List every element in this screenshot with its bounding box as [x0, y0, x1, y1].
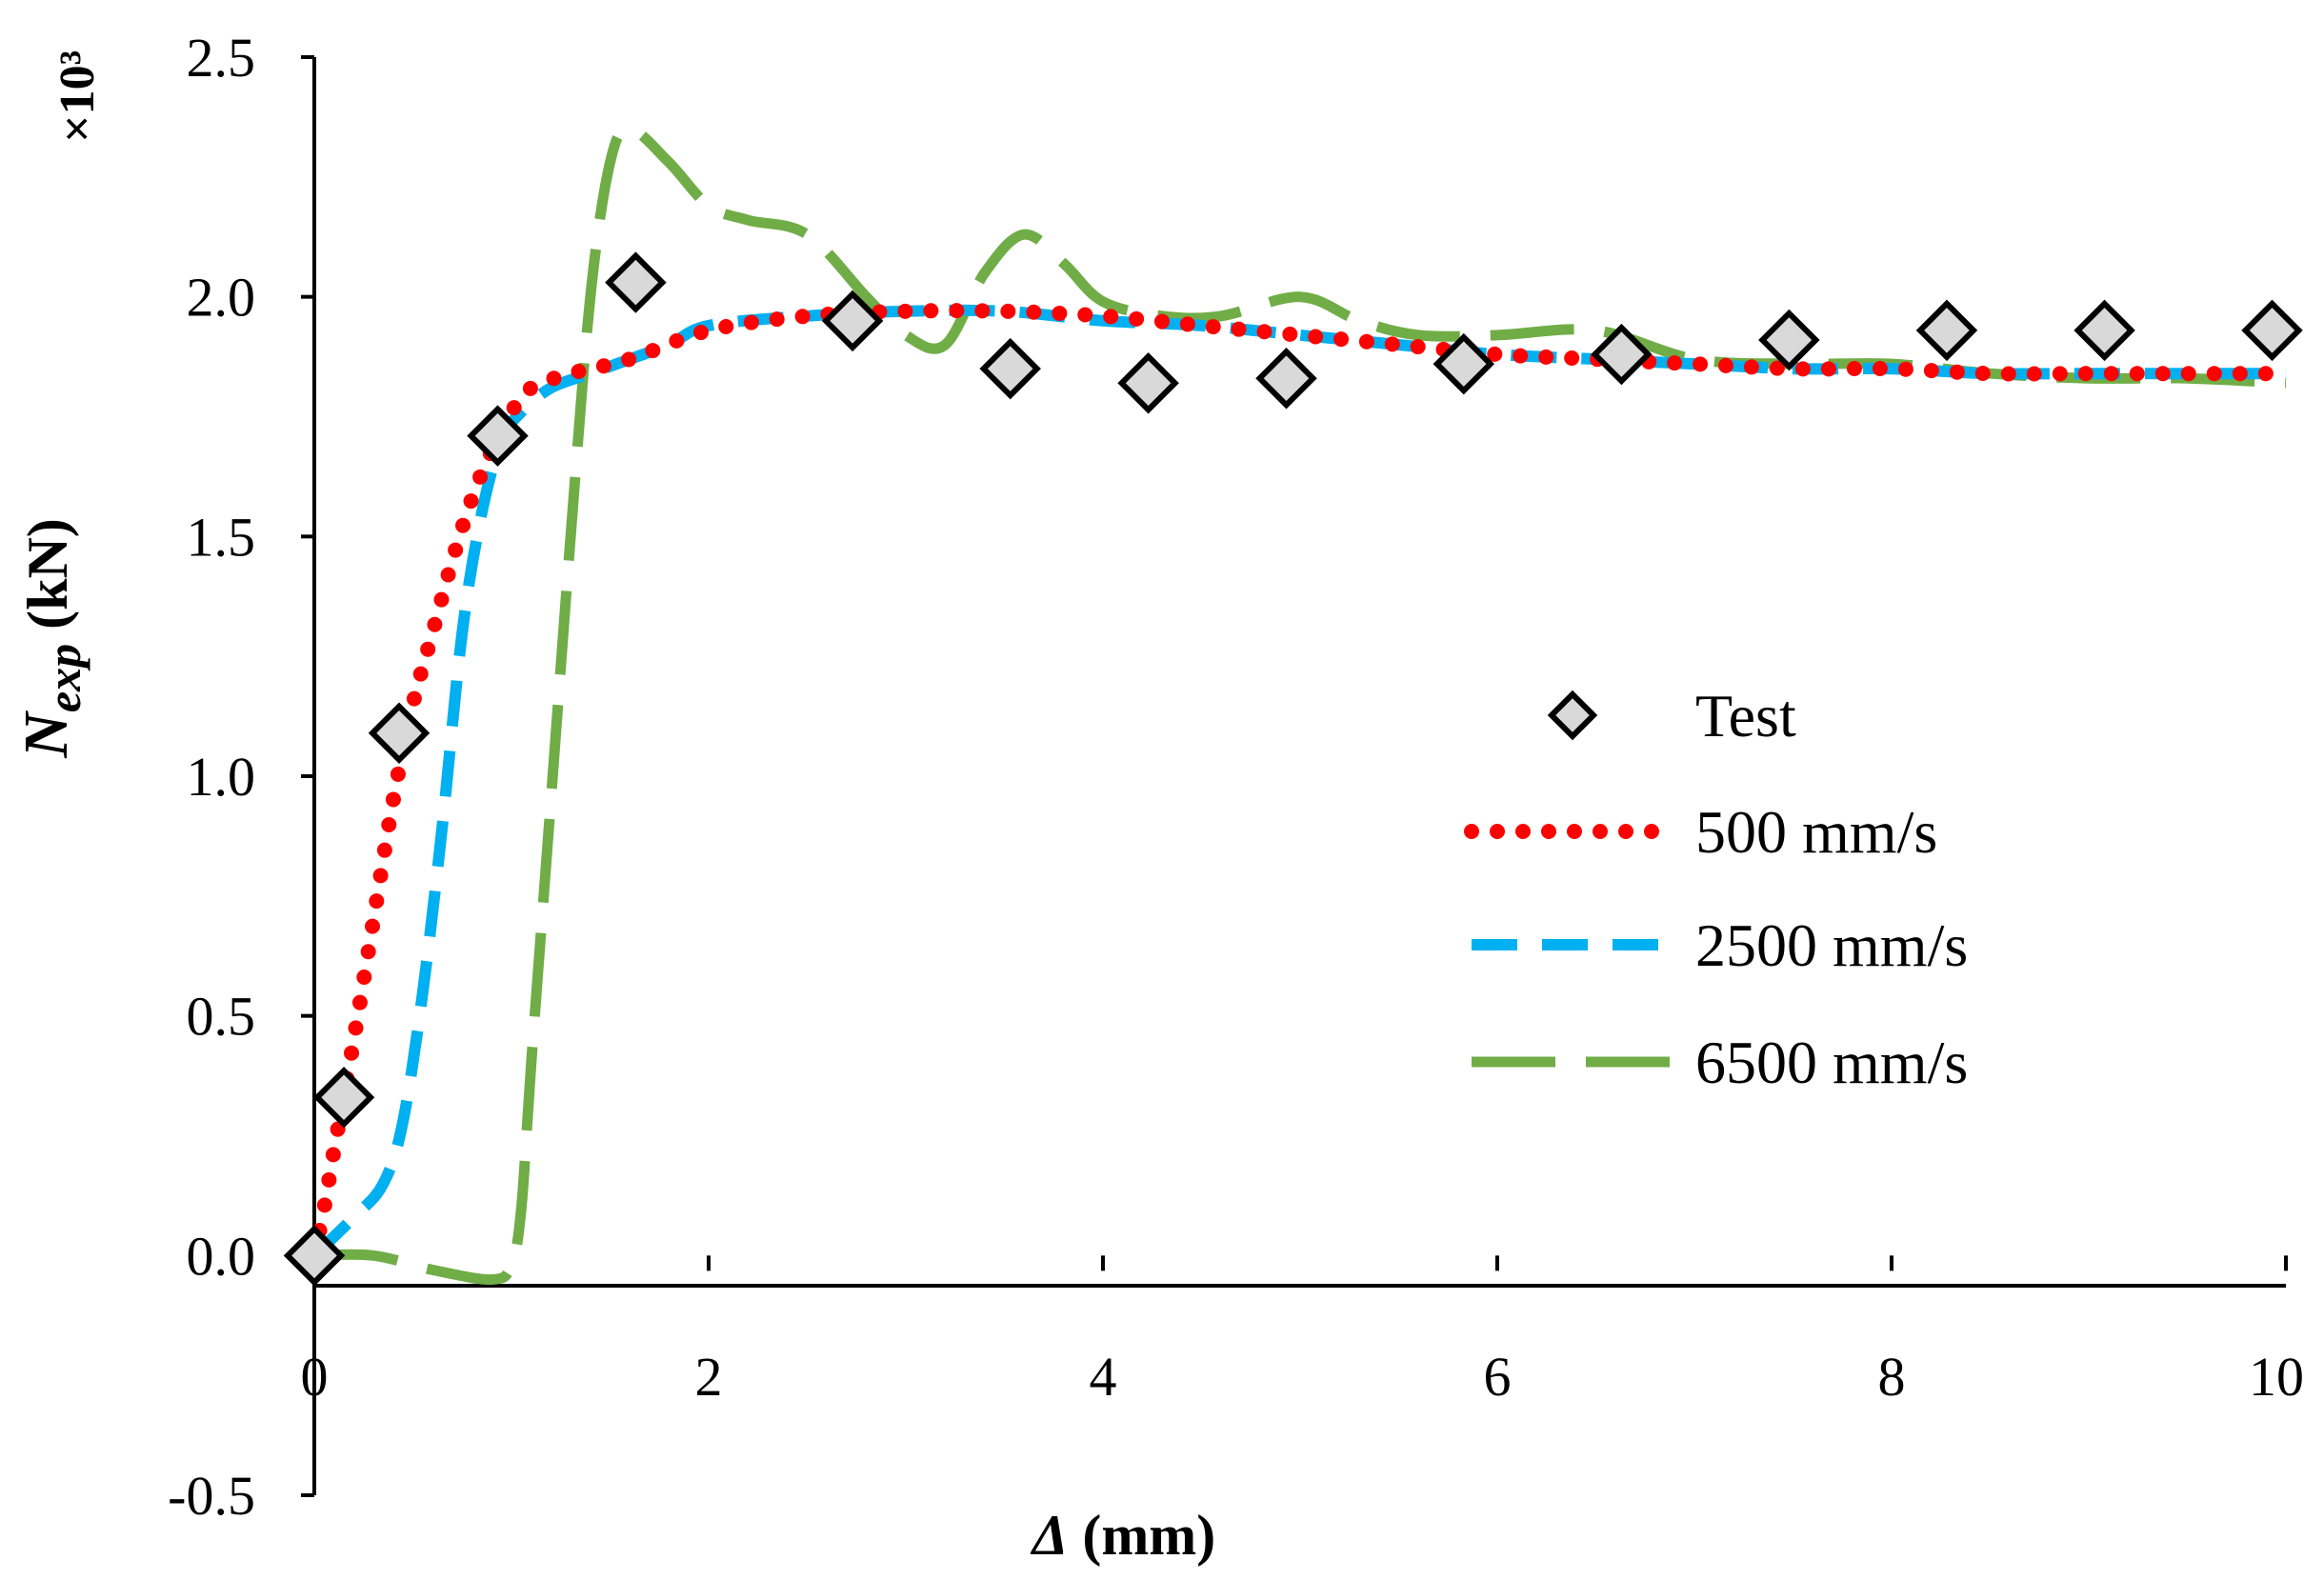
series-line-2500-mm-s	[310, 304, 2286, 1260]
y-tick-label: -0.5	[168, 1465, 255, 1527]
y-tick-label: 0.0	[187, 1225, 256, 1287]
legend-label-test: Test	[1695, 682, 1796, 750]
legend-entry-test: Test	[1547, 682, 1796, 750]
test-data-point	[1758, 309, 1820, 371]
y-scale-label: ×10³	[50, 50, 105, 143]
legend-entry-2500: 2500 mm/s	[1472, 911, 1968, 979]
test-data-point	[605, 251, 667, 313]
test-data-point	[1915, 299, 1978, 362]
series-line-500-mm-s	[307, 303, 2294, 1264]
x-tick-label: 2	[695, 1346, 723, 1408]
x-axis-title-main: Δ	[1031, 1504, 1069, 1567]
test-data-point	[1432, 332, 1495, 395]
y-tick-label: 2.0	[187, 267, 256, 329]
test-data-point	[979, 337, 1041, 400]
legend-entry-6500: 6500 mm/s	[1472, 1029, 1968, 1096]
test-data-point	[368, 702, 431, 764]
test-data-point	[467, 405, 529, 467]
x-tick-label: 6	[1484, 1346, 1512, 1408]
y-tick-label: 1.5	[187, 506, 256, 568]
y-tick-label: 0.5	[187, 986, 256, 1048]
x-tick-label: 10	[2249, 1346, 2304, 1408]
x-axis-title: Δ (mm)	[1031, 1504, 1216, 1567]
y-axis-title-rest: (kN)	[16, 518, 79, 644]
x-axis-title-rest: (mm)	[1068, 1504, 1215, 1567]
y-tick-label: 1.0	[187, 746, 256, 808]
series-line-6500-mm-s	[313, 124, 2287, 1286]
legend-entry-500: 500 mm/s	[1464, 798, 1937, 866]
test-data-point	[2241, 299, 2303, 362]
x-tick-label: 4	[1090, 1346, 1117, 1408]
y-tick-label: 2.5	[187, 27, 256, 89]
test-data-point	[1591, 323, 1653, 386]
x-tick-label: 8	[1878, 1346, 1906, 1408]
test-data-point	[312, 1066, 375, 1129]
legend-label-2500: 2500 mm/s	[1695, 911, 1968, 979]
y-axis-title: Nexp (kN)	[11, 518, 90, 759]
test-data-point	[283, 1225, 346, 1287]
test-data-point	[1117, 352, 1179, 414]
legend: Test 500 mm/s 2500 mm/s 6500 mm/s	[1464, 682, 1968, 1096]
legend-label-500: 500 mm/s	[1695, 798, 1937, 866]
test-data-point	[2074, 299, 2135, 362]
test-data-point	[1255, 347, 1317, 410]
legend-marker-test	[1547, 690, 1598, 741]
test-data-point	[821, 290, 884, 352]
x-tick-label: 0	[301, 1346, 329, 1408]
legend-label-6500: 6500 mm/s	[1695, 1029, 1968, 1096]
y-axis-title-sub: exp	[37, 644, 90, 712]
y-axis-title-main: N	[11, 710, 81, 759]
